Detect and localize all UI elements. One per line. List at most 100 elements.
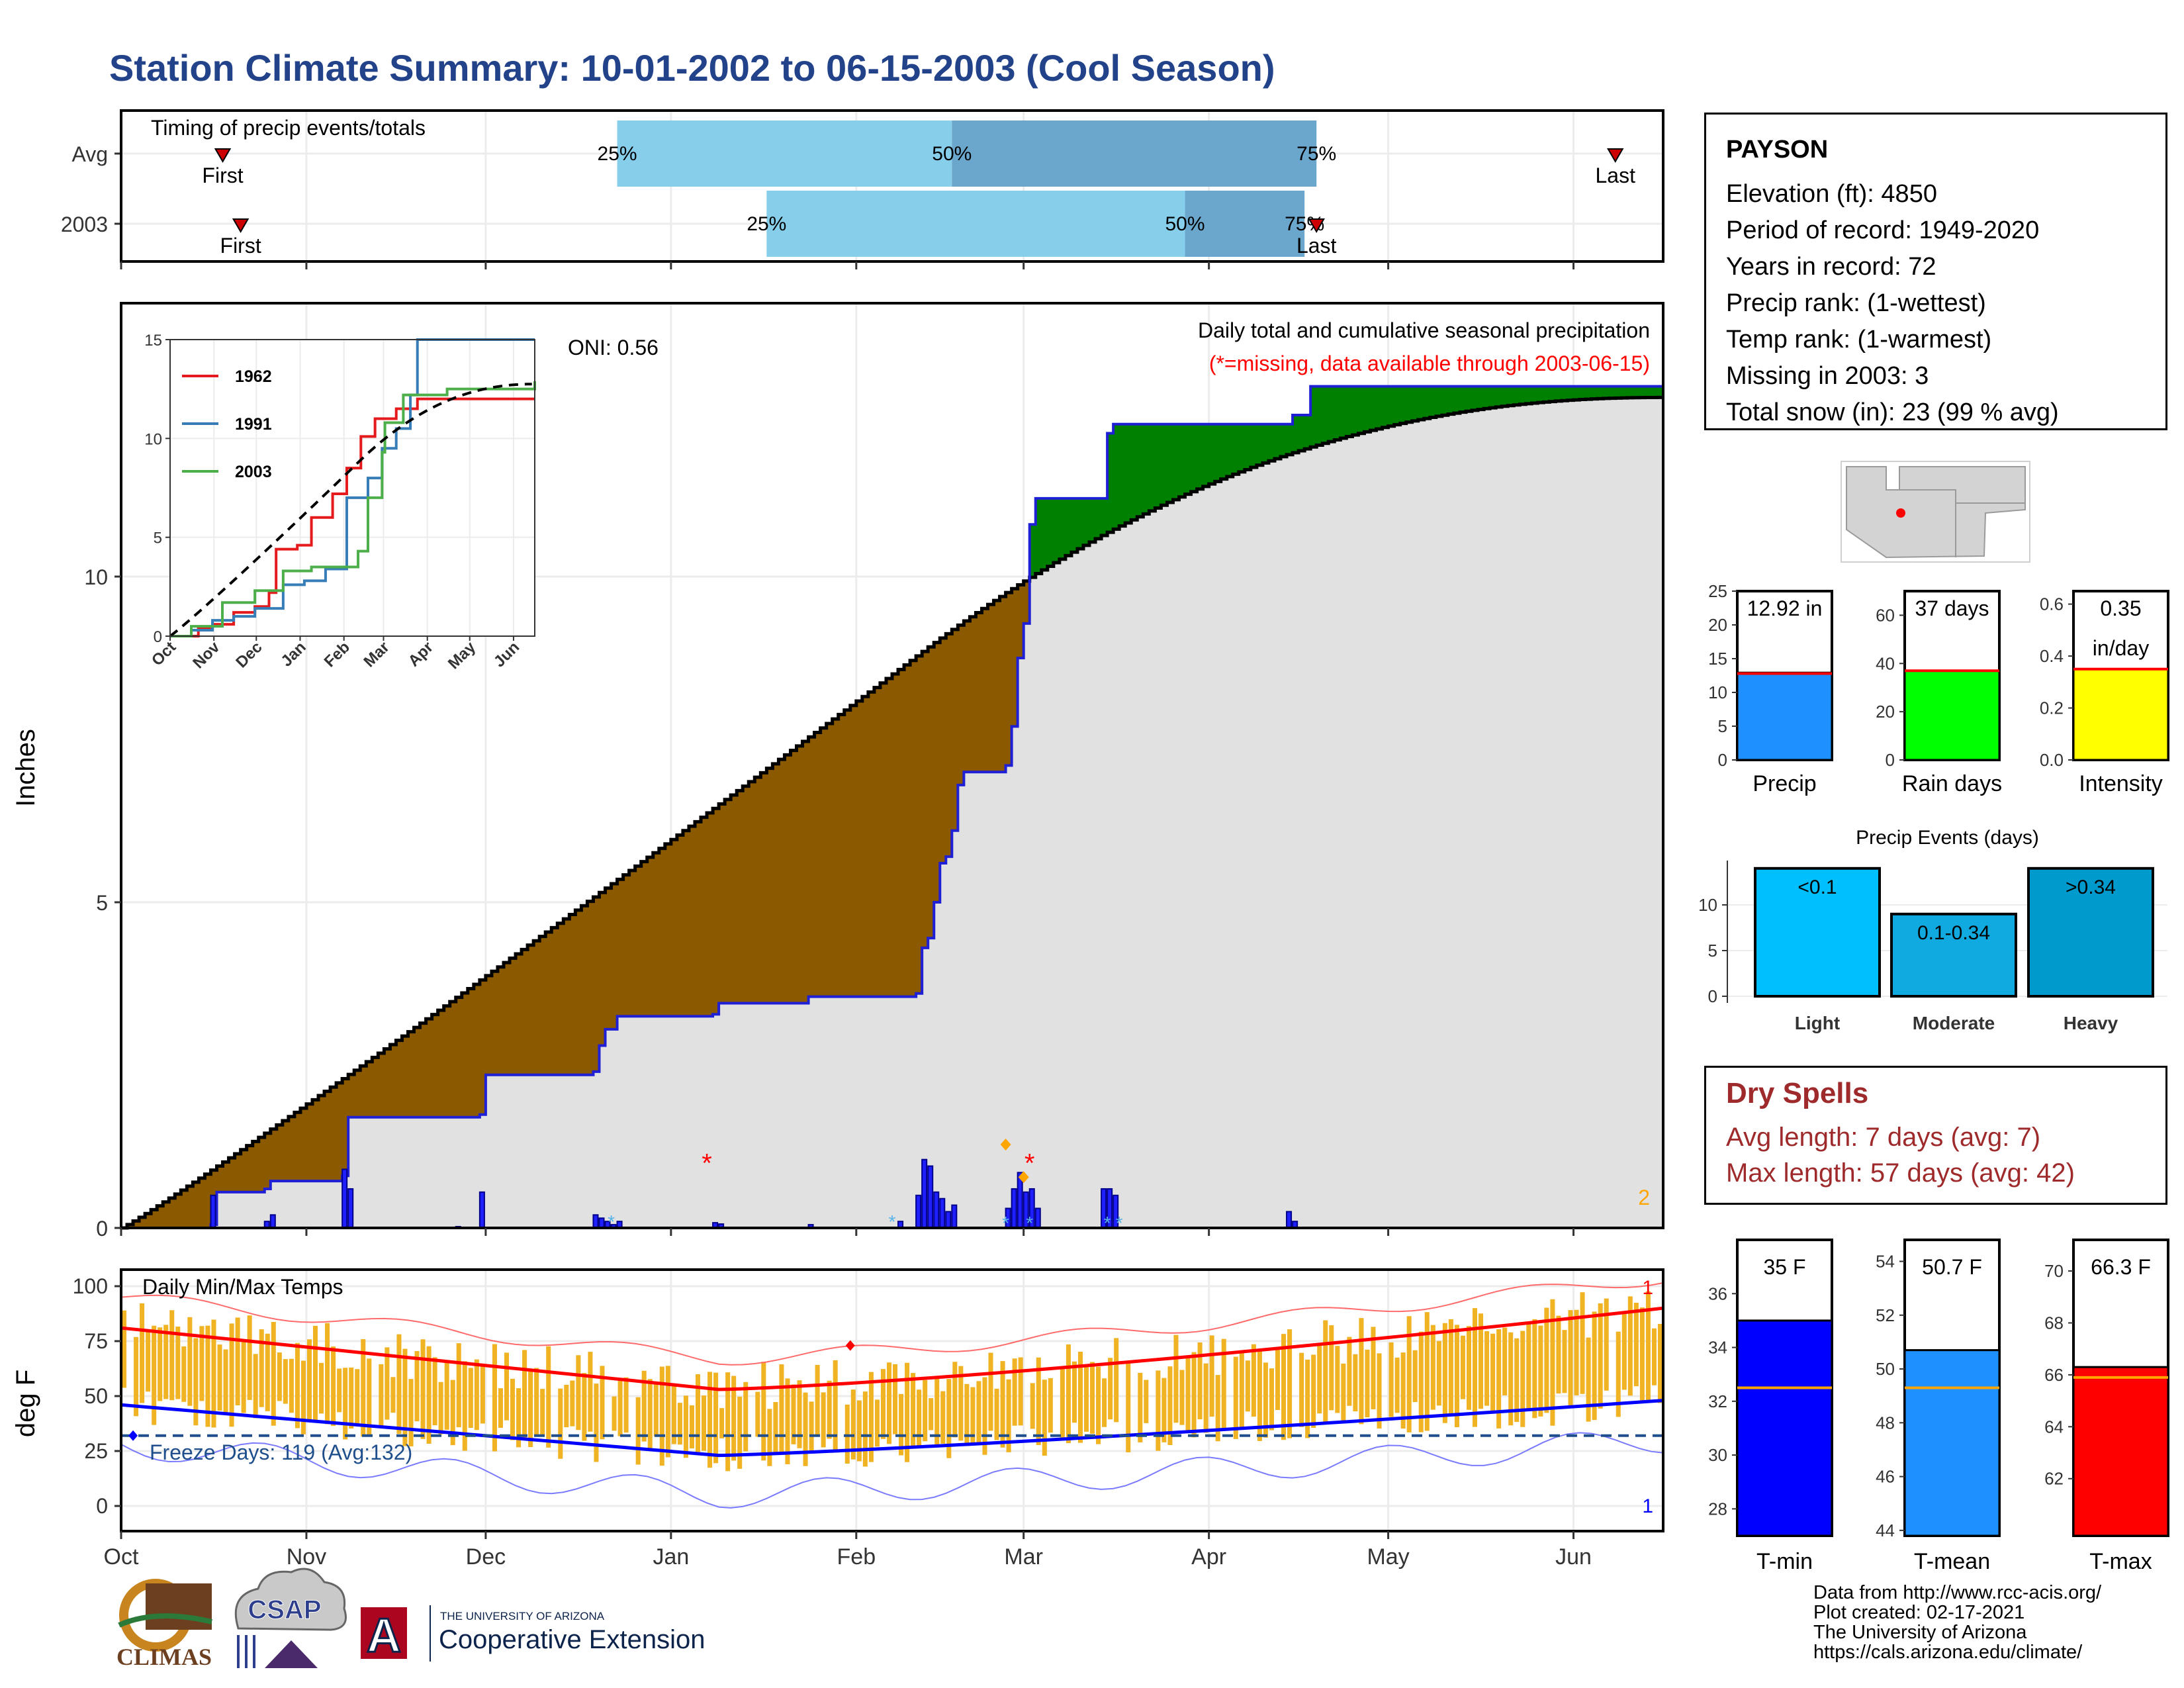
station-location-dot	[1896, 508, 1905, 518]
station-temp-rank: Temp rank: (1-warmest)	[1726, 326, 1992, 353]
summary-bar-tick-label: 0.0	[2040, 750, 2064, 770]
precip-event-value: >0.34	[2066, 876, 2116, 898]
avg-cumulative-line	[121, 395, 1663, 1230]
timing-row-label: 2003	[61, 212, 108, 236]
precip-events-tick-label: 0	[1708, 986, 1717, 1006]
precip-y-tick-label: 0	[96, 1217, 108, 1241]
daily-precip-bar	[945, 1211, 952, 1229]
temp-summary-tick-label: 62	[2044, 1469, 2064, 1489]
month-tick-label: Jun	[1555, 1544, 1592, 1570]
summary-bar-intensity: 0.0 0.2 0.4 0.6 0.35 in/day Intensity	[2040, 590, 2169, 796]
inset-legend-label: 1962	[235, 367, 272, 386]
normal-max-line	[120, 1306, 1664, 1391]
climas-logo-wave	[118, 1613, 212, 1628]
month-tick-label: Oct	[104, 1544, 139, 1570]
inset-y-tick-label: 5	[154, 530, 162, 547]
temp-y-tick-label: 50	[84, 1384, 108, 1408]
temp-summary-bar-t-min: 28 30 32 34 36 35 F T-min	[1708, 1239, 1833, 1574]
climas-logo-block	[146, 1583, 212, 1630]
daily-precip-bar	[921, 1158, 928, 1229]
station-period: Period of record: 1949-2020	[1726, 216, 2040, 244]
dry-spells-box: Dry Spells Avg length: 7 days (avg: 7) M…	[1704, 1066, 2167, 1205]
temp-summary-label: T-max	[2089, 1549, 2152, 1574]
daily-precip-bar	[592, 1214, 599, 1229]
climas-logo-text: CLIMAS	[116, 1644, 212, 1670]
station-elevation: Elevation (ft): 4850	[1726, 180, 1937, 208]
precip-panel-subtitle: (*=missing, data available through 2003-…	[1209, 352, 1650, 375]
credit-plot-created: Plot created: 02-17-2021	[1813, 1602, 2025, 1623]
temp-summary-tick-label: 30	[1708, 1445, 1727, 1465]
timing-label-25: 25%	[747, 213, 786, 235]
month-tick-label: Mar	[1004, 1544, 1043, 1570]
timing-panel-frame	[120, 109, 1664, 263]
temp-summary-tick-label: 70	[2044, 1261, 2064, 1281]
month-tick-label: Feb	[837, 1544, 876, 1570]
record-precip-marker	[1018, 1171, 1029, 1184]
station-snow: Total snow (in): 23 (99 % avg)	[1726, 399, 2059, 426]
credit-data-source: Data from http://www.rcc-acis.org/	[1813, 1582, 2102, 1603]
month-tick-label: Jan	[653, 1544, 689, 1570]
temp-panel-frame	[120, 1268, 1664, 1532]
timing-marker-last	[1607, 148, 1624, 163]
temp-y-tick-label: 75	[84, 1329, 108, 1353]
summary-bar-tick-label: 0.2	[2040, 698, 2064, 718]
temp-y-axis-label: deg F	[11, 1370, 40, 1437]
snow-marker: *	[1002, 1213, 1009, 1233]
precip-events-title: Precip Events (days)	[1856, 827, 2039, 849]
summary-bar-value: 37 days	[1915, 596, 1989, 620]
timing-label-50: 50%	[932, 143, 972, 165]
daily-precip-bar	[933, 1191, 940, 1229]
month-tick-label: Dec	[466, 1544, 506, 1570]
summary-bar-value: 0.35	[2100, 596, 2141, 620]
summary-bar-fill	[1903, 669, 2001, 761]
summary-bar-label: Intensity	[2079, 771, 2163, 796]
snow-marker: *	[608, 1211, 615, 1232]
summary-bar-fill	[2072, 668, 2169, 761]
ua-cooperative-extension-logo: A THE UNIVERSITY OF ARIZONA Cooperative Ex…	[361, 1605, 705, 1664]
temp-summary-tick-label: 52	[1876, 1305, 1895, 1325]
missing-data-marker: *	[702, 1149, 712, 1178]
summary-bar-tick-label: 0.4	[2040, 646, 2064, 666]
station-years: Years in record: 72	[1726, 253, 1936, 281]
snow-marker: *	[1104, 1213, 1111, 1233]
precip-event-bar-light	[1754, 867, 1881, 998]
summary-bar-tick-label: 60	[1876, 605, 1895, 625]
record-precip-marker	[1000, 1139, 1011, 1151]
timing-marker-first	[214, 148, 232, 163]
daily-precip-bar	[341, 1168, 348, 1229]
summary-bar-value: 12.92 in	[1747, 596, 1823, 620]
temp-summary-tick-label: 28	[1708, 1499, 1727, 1519]
temp-summary-tick-label: 34	[1708, 1338, 1727, 1358]
precip-event-value: <0.1	[1797, 876, 1837, 898]
daily-temp-range-bars	[122, 1291, 1662, 1472]
temp-panel-bg	[121, 1270, 1663, 1531]
timing-label-25: 25%	[598, 143, 637, 165]
daily-precip-bar	[1034, 1207, 1041, 1229]
summary-bar-tick-label: 40	[1876, 653, 1895, 673]
summary-bar-value-unit: in/day	[2093, 636, 2149, 660]
timing-title: Timing of precip events/totals	[151, 116, 426, 140]
daily-precip-bar	[915, 1194, 922, 1229]
inset-y-tick-label: 15	[144, 332, 162, 350]
summary-bar-tick-label: 0	[1718, 750, 1727, 770]
oni-label: ONI: 0.56	[568, 336, 659, 359]
daily-precip-bar	[1286, 1211, 1293, 1229]
station-info-box: PAYSON Elevation (ft): 4850 Period of re…	[1704, 113, 2167, 430]
summary-bar-tick-label: 0	[1886, 750, 1895, 770]
normal-min-line	[120, 1399, 1664, 1458]
ua-logo-block	[361, 1607, 407, 1659]
inset-average-line	[169, 383, 532, 637]
record-low-marker	[128, 1430, 138, 1441]
month-tick-label: Nov	[287, 1544, 326, 1570]
missing-data-marker: *	[1024, 1149, 1035, 1178]
precip-panel-frame	[120, 302, 1664, 1229]
temp-summary-tick-label: 54	[1876, 1252, 1895, 1272]
inset-y-tick-label: 0	[154, 628, 162, 646]
record-high-line	[120, 1282, 1664, 1366]
temp-summary-tick-label: 32	[1708, 1391, 1727, 1411]
temp-summary-tick-label: 68	[2044, 1313, 2064, 1333]
snow-marker: *	[889, 1211, 896, 1232]
precip-events-tick-label: 10	[1698, 895, 1717, 915]
inset-bg	[170, 340, 535, 636]
